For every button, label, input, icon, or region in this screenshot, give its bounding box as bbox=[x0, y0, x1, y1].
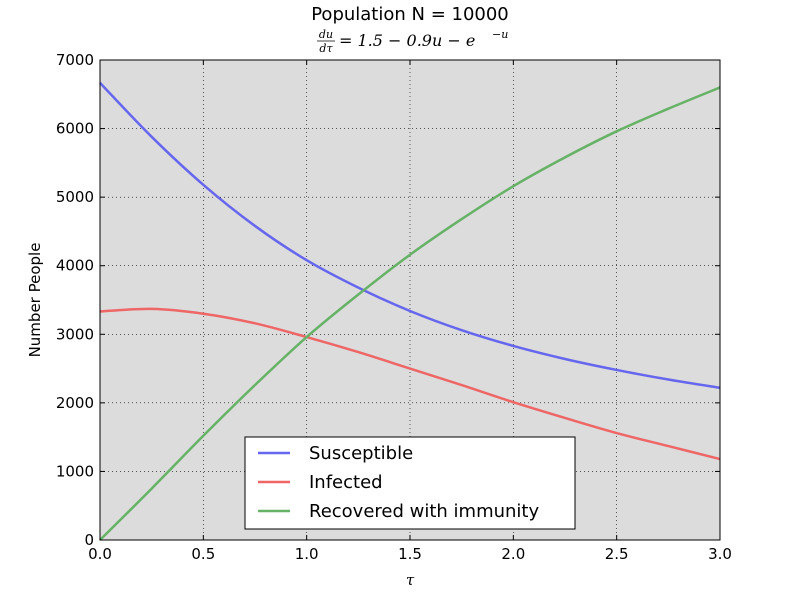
y-tick-label: 3000 bbox=[56, 325, 94, 343]
x-tick-label: 0.5 bbox=[191, 545, 215, 563]
legend-label-infected: Infected bbox=[309, 472, 383, 493]
y-tick-labels: 0 1000 2000 3000 4000 5000 6000 7000 bbox=[56, 51, 94, 549]
subtitle-expression: = 1.5 − 0.9u − e bbox=[339, 31, 475, 50]
chart-subtitle: du dτ = 1.5 − 0.9u − e −u bbox=[317, 28, 508, 55]
x-axis-label: τ bbox=[406, 571, 415, 589]
y-tick-label: 7000 bbox=[56, 51, 94, 69]
legend-label-recovered-with-immunity: Recovered with immunity bbox=[309, 501, 539, 522]
y-tick-label: 2000 bbox=[56, 394, 94, 412]
subtitle-derivative-numerator: du bbox=[319, 28, 333, 41]
series-line-infected bbox=[99, 307, 721, 461]
y-tick-label: 4000 bbox=[56, 257, 94, 275]
series-layer bbox=[99, 81, 721, 541]
x-tick-label: 2.5 bbox=[605, 545, 629, 563]
chart-title: Population N = 10000 bbox=[311, 4, 509, 25]
series-line-susceptible bbox=[99, 81, 721, 390]
subtitle-exponent: −u bbox=[492, 28, 508, 41]
y-tick-label: 0 bbox=[84, 531, 94, 549]
y-tick-label: 1000 bbox=[56, 462, 94, 480]
x-tick-labels: 0.0 0.5 1.0 1.5 2.0 2.5 3.0 bbox=[88, 545, 732, 563]
y-axis-label: Number People bbox=[26, 243, 44, 358]
y-tick-label: 6000 bbox=[56, 120, 94, 138]
subtitle-derivative-denominator: dτ bbox=[319, 42, 333, 55]
legend-box bbox=[244, 436, 576, 530]
x-tick-label: 1.5 bbox=[398, 545, 422, 563]
axis-ticks bbox=[99, 59, 721, 541]
series-line-recovered-with-immunity bbox=[99, 86, 721, 541]
legend-items: Susceptible Infected Recovered with immuni… bbox=[258, 443, 539, 522]
x-tick-label: 1.0 bbox=[295, 545, 319, 563]
legend: Susceptible Infected Recovered with immuni… bbox=[244, 436, 576, 530]
legend-label-susceptible: Susceptible bbox=[309, 443, 413, 464]
x-tick-label: 0.0 bbox=[88, 545, 112, 563]
x-tick-label: 2.0 bbox=[501, 545, 525, 563]
y-tick-label: 5000 bbox=[56, 188, 94, 206]
x-tick-label: 3.0 bbox=[708, 545, 732, 563]
